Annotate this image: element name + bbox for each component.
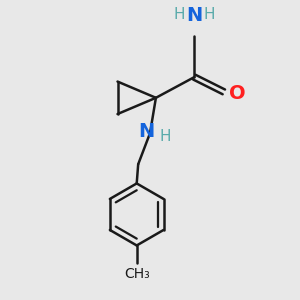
Text: CH₃: CH₃: [124, 267, 150, 281]
Text: H: H: [173, 7, 185, 22]
Text: N: N: [186, 6, 203, 25]
Text: N: N: [138, 122, 154, 141]
Text: H: H: [204, 7, 215, 22]
Text: O: O: [229, 84, 246, 103]
Text: H: H: [160, 129, 171, 144]
